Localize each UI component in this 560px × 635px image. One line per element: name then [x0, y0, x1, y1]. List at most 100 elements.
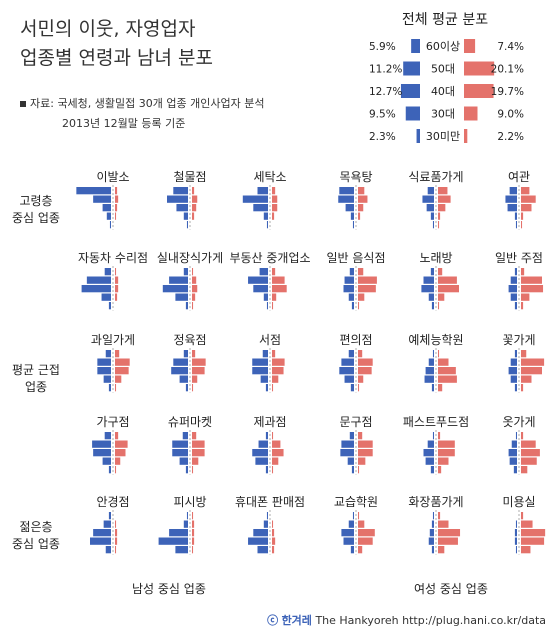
male-bar-23-0	[515, 432, 517, 440]
male-bar-12-0	[105, 350, 111, 358]
female-bar-15-1	[358, 358, 373, 366]
female-bar-29-3	[521, 537, 545, 545]
male-bar-0-2	[102, 204, 111, 212]
male-bar-10-2	[421, 285, 434, 293]
female-bar-3-2	[358, 204, 364, 212]
male-bar-22-3	[425, 457, 434, 465]
male-bar-26-1	[263, 520, 268, 528]
male-bar-23-1	[511, 440, 517, 448]
female-bar-14-2	[272, 367, 284, 375]
male-bar-12-1	[97, 358, 111, 366]
industry-chart-0: 이발소	[76, 170, 130, 230]
male-bar-8-2	[253, 285, 268, 293]
male-bar-11-3	[510, 293, 517, 301]
female-bar-1-1	[192, 195, 198, 203]
male-bar-5-1	[505, 195, 517, 203]
female-bar-0-1	[115, 195, 119, 203]
industry-title-17: 꽃가게	[502, 333, 535, 347]
female-bar-23-0	[521, 432, 524, 440]
female-bar-16-3	[438, 375, 457, 383]
male-bar-23-2	[508, 449, 517, 457]
industry-chart-3: 목욕탕	[338, 170, 373, 230]
female-bar-11-3	[521, 293, 530, 301]
female-bar-15-3	[358, 375, 364, 383]
female-bar-20-3	[272, 457, 279, 465]
female-bar-27-0	[358, 512, 360, 520]
industry-chart-17: 꽃가게	[502, 333, 545, 393]
industry-chart-11: 일반 주점	[495, 251, 544, 311]
female-bar-14-3	[272, 375, 279, 383]
female-bar-23-4	[521, 466, 528, 474]
overall-male-value-2: 12.7%	[369, 86, 402, 98]
male-bar-2-4	[266, 221, 268, 229]
overall-female-bar-0	[464, 39, 476, 53]
male-bar-4-1	[422, 195, 434, 203]
male-bar-1-2	[176, 204, 188, 212]
male-bar-13-1	[173, 358, 188, 366]
female-bar-22-1	[438, 440, 455, 448]
female-bar-1-2	[192, 204, 197, 212]
female-bar-20-0	[272, 432, 274, 440]
male-bar-21-0	[349, 432, 354, 440]
female-bar-17-4	[521, 384, 524, 392]
industry-title-20: 제과점	[253, 415, 286, 429]
male-bar-1-1	[167, 195, 188, 203]
male-bar-16-3	[424, 375, 434, 383]
female-bar-2-2	[272, 204, 278, 212]
row-label-young: 젊은층 중심 업종	[8, 519, 64, 553]
male-bar-3-4	[352, 221, 354, 229]
industry-chart-8: 부동산 중개업소	[229, 251, 311, 311]
male-bar-27-3	[343, 537, 354, 545]
male-bar-3-0	[339, 187, 354, 195]
male-bar-16-0	[432, 350, 434, 358]
female-bar-3-0	[358, 187, 365, 195]
male-bar-24-0	[108, 512, 111, 520]
female-bar-15-4	[358, 384, 360, 392]
male-bar-21-2	[340, 449, 354, 457]
male-bar-6-4	[108, 302, 111, 310]
female-bar-27-3	[358, 537, 373, 545]
female-bar-26-2	[272, 529, 275, 537]
industry-chart-9: 일반 음식점	[326, 251, 386, 311]
female-bar-12-0	[115, 350, 120, 358]
female-bar-7-2	[192, 285, 198, 293]
overall-age-label-1: 50대	[431, 63, 455, 76]
industry-title-10: 노래방	[419, 251, 452, 265]
male-bar-12-2	[97, 367, 111, 375]
male-bar-17-2	[508, 367, 517, 375]
male-bar-14-3	[260, 375, 268, 383]
male-bar-9-2	[343, 285, 354, 293]
female-bar-22-2	[438, 449, 455, 457]
industry-title-13: 정육점	[173, 333, 206, 347]
female-bar-6-2	[115, 285, 119, 293]
male-bar-13-3	[179, 375, 188, 383]
row-label-average: 평균 근접 업종	[8, 362, 64, 396]
male-bar-27-4	[350, 546, 354, 554]
male-bar-11-0	[514, 268, 517, 276]
overall-age-label-4: 30미만	[426, 130, 460, 143]
female-bar-7-0	[192, 268, 194, 276]
row-label-elderly: 고령층 중심 업종	[8, 193, 64, 227]
male-bar-28-4	[431, 546, 434, 554]
industry-title-29: 미용실	[502, 495, 535, 509]
male-bar-28-3	[428, 537, 434, 545]
industry-chart-23: 옷가게	[502, 415, 540, 475]
male-bar-10-4	[431, 302, 434, 310]
industry-chart-27: 교습학원	[334, 495, 378, 555]
male-bar-16-4	[431, 384, 434, 392]
male-bar-8-1	[248, 276, 268, 284]
female-bar-12-4	[115, 384, 117, 392]
male-bar-24-3	[90, 537, 111, 545]
female-bar-25-0	[192, 512, 194, 520]
male-bar-17-0	[514, 350, 517, 358]
overall-female-bar-3	[464, 106, 478, 121]
female-bar-28-0	[438, 512, 441, 520]
male-bar-26-4	[257, 546, 268, 554]
female-bar-19-2	[192, 449, 205, 457]
male-bar-27-2	[341, 529, 354, 537]
industry-title-1: 철물점	[173, 170, 206, 184]
male-bar-10-3	[428, 293, 434, 301]
industry-chart-25: 피시방	[158, 495, 207, 555]
female-bar-25-4	[192, 546, 194, 554]
overall-female-value-4: 2.2%	[497, 131, 524, 143]
